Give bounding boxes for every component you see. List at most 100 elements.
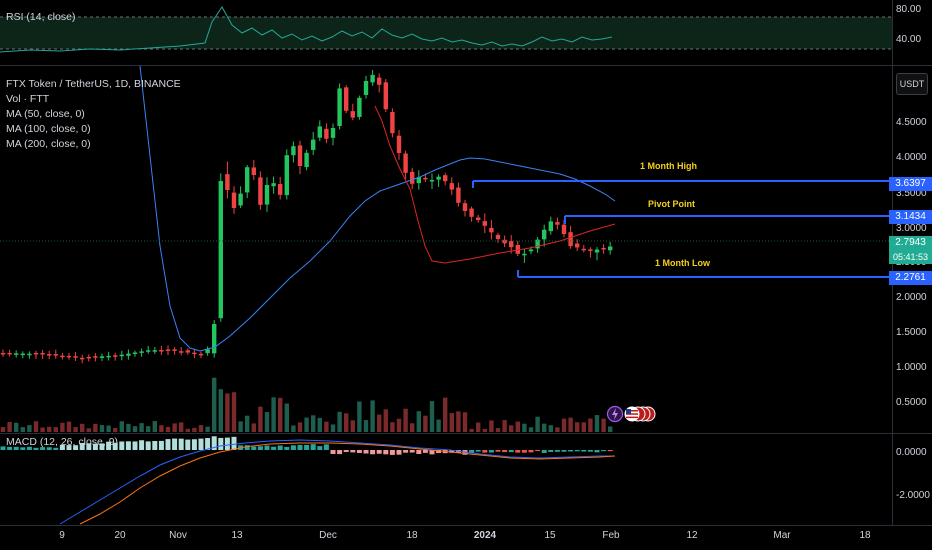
- macd-histogram-bar: [495, 450, 501, 452]
- macd-histogram-bar: [330, 450, 336, 454]
- price-tick: 3.5000: [896, 188, 927, 199]
- macd-histogram-bar: [508, 450, 514, 453]
- time-label: Feb: [602, 530, 620, 541]
- time-label: 9: [59, 530, 65, 541]
- volume-bar: [489, 420, 494, 432]
- macd-histogram-bar: [99, 443, 105, 450]
- time-label: 12: [686, 530, 698, 541]
- volume-bar: [495, 428, 501, 432]
- ma100-legend[interactable]: MA (100, close, 0): [6, 123, 91, 135]
- symbol-title[interactable]: FTX Token / TetherUS, 1D, BINANCE: [6, 78, 181, 90]
- time-axis[interactable]: [0, 526, 892, 550]
- volume-bar: [522, 423, 527, 432]
- volume-bar: [113, 427, 118, 432]
- ma50-legend[interactable]: MA (50, close, 0): [6, 108, 85, 120]
- candle-body: [337, 88, 342, 126]
- macd-histogram-bar: [574, 450, 580, 452]
- us-flag-icon[interactable]: [621, 405, 661, 423]
- pane-separator[interactable]: [0, 433, 932, 434]
- macd-line: [59, 439, 615, 525]
- volume-bar: [363, 420, 369, 432]
- time-label: Mar: [773, 530, 791, 541]
- candle-body: [47, 354, 52, 356]
- macd-histogram-bar: [224, 437, 230, 450]
- price-tick: 3.0000: [896, 223, 927, 234]
- candle-body: [509, 241, 514, 248]
- volume-bar: [198, 425, 204, 432]
- volume-bar: [231, 392, 237, 432]
- volume-bar: [60, 422, 65, 432]
- volume-bar: [73, 427, 78, 432]
- macd-histogram-bar: [0, 446, 6, 450]
- volume-bar: [304, 417, 309, 432]
- macd-histogram-bar: [607, 450, 613, 452]
- candle-body: [159, 350, 164, 352]
- macd-histogram-bar: [185, 439, 191, 450]
- candle-body: [66, 355, 72, 358]
- macd-pane[interactable]: MACD (12, 26, close, 9): [0, 434, 892, 525]
- candle-body: [456, 187, 461, 203]
- last-price-tag: 2.7943: [889, 236, 932, 250]
- candle-body: [436, 176, 441, 180]
- candle-body: [165, 349, 171, 351]
- time-label: 13: [231, 530, 243, 541]
- ma200-legend[interactable]: MA (200, close, 0): [6, 138, 91, 150]
- rsi-pane[interactable]: RSI (14, close): [0, 0, 892, 65]
- volume-bar: [0, 427, 6, 432]
- candle-body: [575, 243, 580, 248]
- volume-bar: [390, 422, 395, 432]
- macd-histogram-bar: [587, 450, 593, 452]
- volume-bar: [251, 423, 256, 432]
- macd-histogram-bar: [370, 450, 376, 455]
- macd-histogram-bar: [290, 445, 296, 450]
- macd-plot: [0, 436, 616, 525]
- macd-histogram-bar: [389, 450, 395, 455]
- macd-histogram-bar: [244, 445, 250, 450]
- volume-bar: [555, 427, 560, 432]
- candle-body: [264, 185, 270, 205]
- main-price-pane[interactable]: FTX Token / TetherUS, 1D, BINANCE Vol · …: [0, 66, 892, 433]
- currency-button[interactable]: USDT: [896, 73, 928, 95]
- candle-body: [502, 239, 507, 244]
- macd-label[interactable]: MACD (12, 26, close, 9): [6, 436, 119, 448]
- volume-legend[interactable]: Vol · FTT: [6, 93, 50, 105]
- macd-histogram-bar: [581, 450, 587, 452]
- macd-histogram-bar: [66, 445, 72, 450]
- volume-bar: [238, 421, 243, 432]
- volume-bar: [179, 422, 184, 432]
- price-tick: 4.0000: [896, 152, 927, 163]
- candle-body: [185, 350, 190, 353]
- volume-bar: [146, 426, 151, 432]
- macd-histogram-bar: [26, 446, 32, 450]
- volume-bar: [456, 411, 461, 432]
- candle-body: [126, 353, 131, 356]
- volume-bar: [311, 415, 316, 432]
- volume-bar: [126, 423, 131, 432]
- macd-histogram-bar: [317, 446, 323, 450]
- volume-bar: [284, 403, 289, 432]
- month-low-price-tag: 2.2761: [889, 271, 932, 285]
- month-high-annotation: 1 Month High: [640, 161, 697, 171]
- volume-bar: [212, 377, 217, 432]
- rsi-price-axis[interactable]: [892, 0, 932, 65]
- macd-histogram-bar: [363, 450, 369, 454]
- macd-axis[interactable]: [892, 434, 932, 525]
- volume-bar: [159, 425, 164, 432]
- candle-body: [495, 234, 501, 239]
- lightning-icon[interactable]: [607, 405, 657, 423]
- candle-body: [278, 184, 283, 195]
- macd-histogram-bar: [521, 450, 527, 453]
- volume-bar: [33, 421, 39, 432]
- macd-histogram-bar: [20, 447, 26, 450]
- macd-histogram-bar: [132, 441, 138, 450]
- candle-body: [192, 352, 197, 355]
- time-axis-separator: [0, 525, 932, 526]
- volume-bar: [27, 425, 32, 432]
- macd-histogram-bar: [165, 439, 171, 450]
- pane-separator[interactable]: [0, 65, 932, 66]
- bar-countdown: 05:41:53: [889, 250, 932, 264]
- volume-bar: [80, 423, 85, 432]
- macd-histogram-bar: [541, 450, 547, 453]
- volume-bar: [40, 427, 45, 432]
- candle-body: [350, 111, 355, 118]
